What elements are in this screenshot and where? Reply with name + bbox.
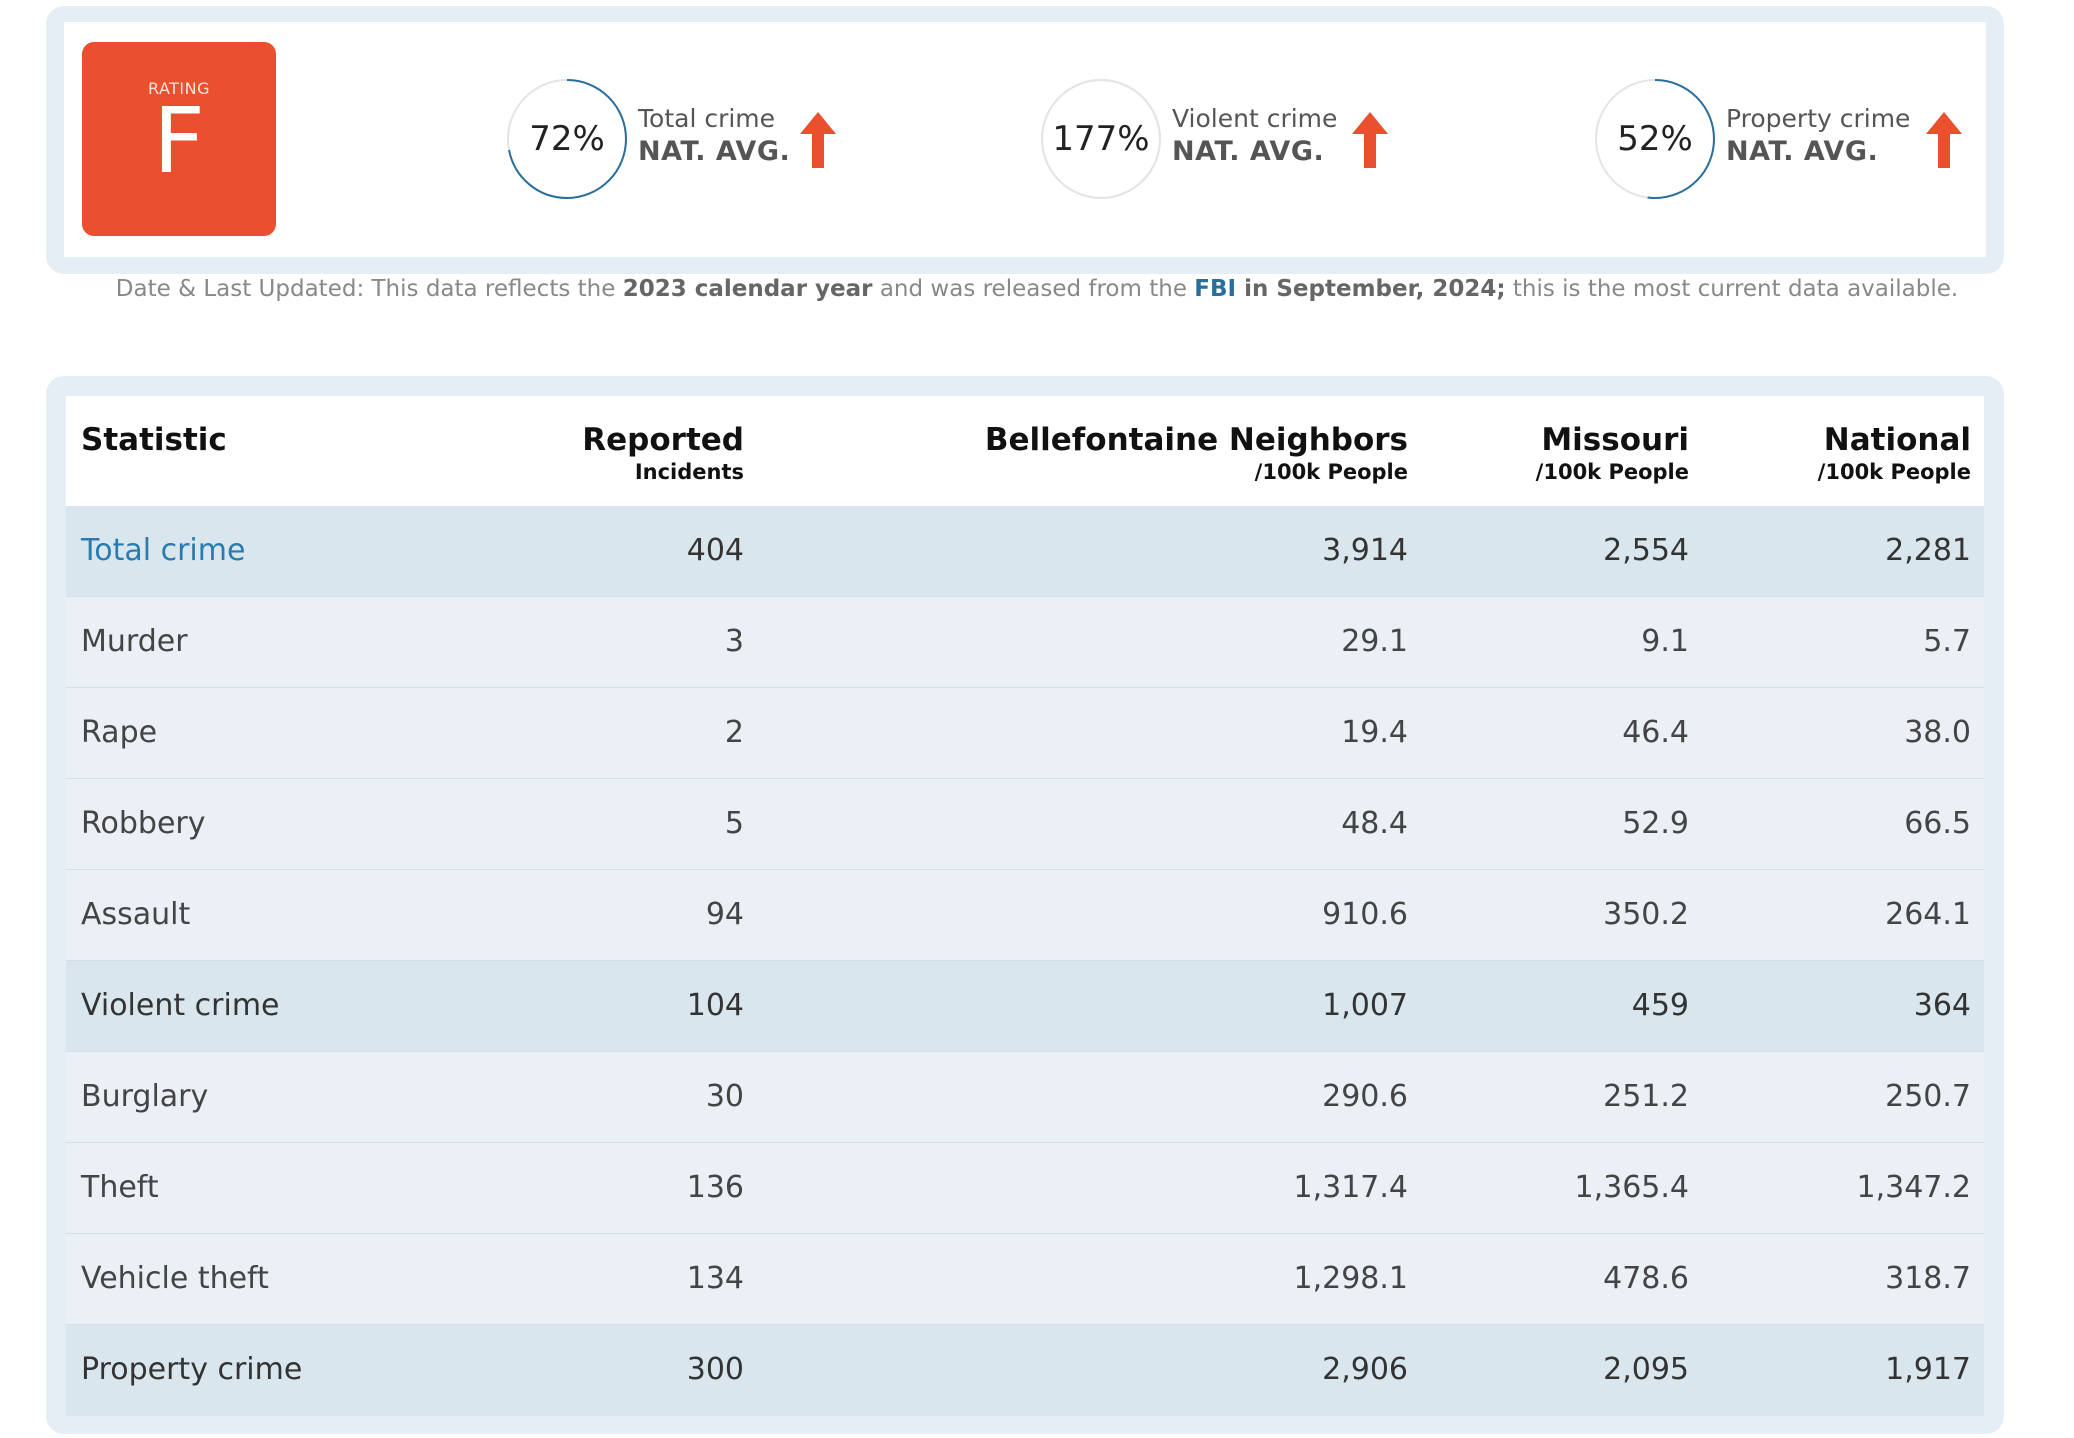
cell-state-rate: 46.4 [1622,715,1689,750]
property-crime-percent: 52% [1617,119,1693,159]
cell-state-rate: 350.2 [1603,897,1689,932]
cell-national-rate: 250.7 [1885,1079,1971,1114]
cell-reported: 136 [686,1170,744,1205]
cell-state-rate: 251.2 [1603,1079,1689,1114]
cell-city-rate: 1,298.1 [1293,1261,1408,1296]
row-label-link[interactable]: Total crime [81,533,246,568]
table-row: Assault 94 910.6 350.2 264.1 [66,870,1984,961]
cell-reported: 94 [705,897,744,932]
crime-summary-card: RATING F 72% Total crime NAT. AVG. [46,6,2004,274]
header-reported: Reported Incidents [582,422,744,484]
property-crime-gauge: 52% [1594,78,1716,200]
cell-state-rate: 459 [1631,988,1689,1023]
cell-state-rate: 52.9 [1622,806,1689,841]
row-label: Burglary [81,1079,209,1114]
table-row: Robbery 5 48.4 52.9 66.5 [66,779,1984,870]
cell-city-rate: 290.6 [1322,1079,1408,1114]
total-crime-title: Total crime [638,104,776,133]
table-row: Property crime 300 2,906 2,095 1,917 [66,1325,1984,1416]
cell-national-rate: 318.7 [1885,1261,1971,1296]
table-row: Rape 2 19.4 46.4 38.0 [66,688,1984,779]
cell-city-rate: 29.1 [1341,624,1408,659]
row-label: Robbery [81,806,206,841]
cell-state-rate: 2,554 [1603,533,1689,568]
updated-text-pre: Date & Last Updated: This data reflects … [115,276,623,302]
crime-rating-badge: RATING F [82,42,276,236]
property-crime-nat-avg: NAT. AVG. [1726,136,1879,167]
row-label: Murder [81,624,188,659]
header-national: National /100k People [1817,422,1971,484]
cell-reported: 300 [686,1352,744,1387]
row-label: Rape [81,715,158,750]
violent-crime-percent: 177% [1052,119,1150,159]
violent-crime-nat-avg: NAT. AVG. [1172,136,1325,167]
crime-stats-table-card: Statistic Reported Incidents Bellefontai… [46,376,2004,1434]
table-row: Burglary 30 290.6 251.2 250.7 [66,1052,1984,1143]
row-label: Violent crime [81,988,280,1023]
cell-reported: 404 [686,533,744,568]
cell-national-rate: 1,347.2 [1856,1170,1971,1205]
total-crime-gauge: 72% [506,78,628,200]
cell-city-rate: 910.6 [1322,897,1408,932]
table-row: Total crime 404 3,914 2,554 2,281 [66,506,1984,597]
violent-crime-title: Violent crime [1172,104,1338,133]
cell-reported: 134 [686,1261,744,1296]
rating-grade: F [153,89,205,194]
updated-text-mid: and was released from the [872,276,1195,302]
header-statistic: Statistic [81,422,227,458]
cell-national-rate: 2,281 [1885,533,1971,568]
row-label: Vehicle theft [81,1261,269,1296]
updated-release-date: in September, 2024; [1236,276,1506,302]
fbi-link[interactable]: FBI [1194,276,1237,302]
row-label: Property crime [81,1352,303,1387]
arrow-up-icon [800,112,836,168]
cell-reported: 2 [724,715,744,750]
table-row: Murder 3 29.1 9.1 5.7 [66,597,1984,688]
total-crime-nat-avg: NAT. AVG. [638,136,791,167]
cell-city-rate: 19.4 [1341,715,1408,750]
cell-city-rate: 2,906 [1322,1352,1408,1387]
arrow-up-icon [1352,112,1388,168]
cell-city-rate: 1,317.4 [1293,1170,1408,1205]
table-body: Total crime 404 3,914 2,554 2,281 Murder… [66,506,1984,1416]
header-state: Missouri /100k People [1535,422,1689,484]
header-city: Bellefontaine Neighbors /100k People [984,422,1408,484]
cell-reported: 104 [686,988,744,1023]
cell-reported: 30 [705,1079,744,1114]
cell-city-rate: 3,914 [1322,533,1408,568]
cell-state-rate: 2,095 [1603,1352,1689,1387]
table-header: Statistic Reported Incidents Bellefontai… [66,396,1984,506]
row-label: Theft [81,1170,159,1205]
cell-city-rate: 1,007 [1322,988,1408,1023]
cell-national-rate: 5.7 [1923,624,1971,659]
property-crime-title: Property crime [1726,104,1911,133]
cell-reported: 5 [724,806,744,841]
cell-national-rate: 38.0 [1904,715,1971,750]
cell-state-rate: 1,365.4 [1574,1170,1689,1205]
cell-national-rate: 264.1 [1885,897,1971,932]
cell-state-rate: 478.6 [1603,1261,1689,1296]
crime-summary-panel: RATING F 72% Total crime NAT. AVG. [64,22,1986,257]
cell-reported: 3 [724,624,744,659]
cell-national-rate: 1,917 [1885,1352,1971,1387]
updated-year: 2023 calendar year [622,276,873,302]
total-crime-percent: 72% [529,119,605,159]
table-row: Violent crime 104 1,007 459 364 [66,961,1984,1052]
data-updated-note: Date & Last Updated: This data reflects … [0,276,2074,302]
row-label: Assault [81,897,191,932]
violent-crime-gauge: 177% [1040,78,1162,200]
updated-text-post: this is the most current data available. [1505,276,1959,302]
table-row: Vehicle theft 134 1,298.1 478.6 318.7 [66,1234,1984,1325]
arrow-up-icon [1926,112,1962,168]
cell-state-rate: 9.1 [1641,624,1689,659]
cell-national-rate: 364 [1913,988,1971,1023]
rating-label: RATING [147,79,211,98]
cell-national-rate: 66.5 [1904,806,1971,841]
table-row: Theft 136 1,317.4 1,365.4 1,347.2 [66,1143,1984,1234]
cell-city-rate: 48.4 [1341,806,1408,841]
